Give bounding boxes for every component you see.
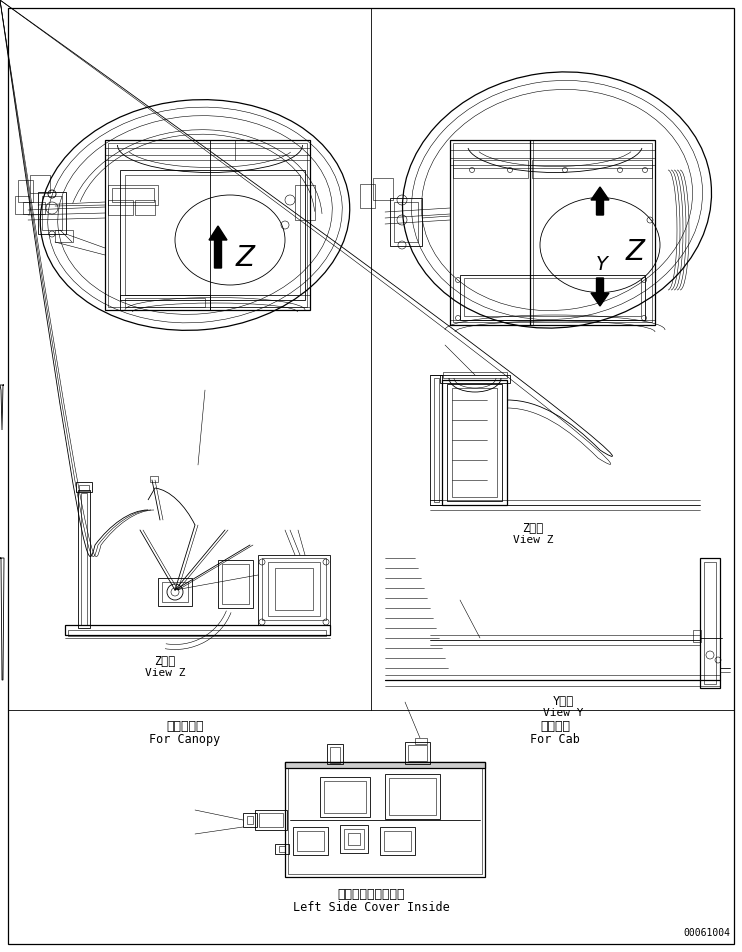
Bar: [434, 378, 439, 502]
Text: Left Side Cover Inside: Left Side Cover Inside: [292, 901, 450, 914]
Bar: [30, 175, 50, 193]
Bar: [464, 278, 641, 316]
Bar: [76, 482, 92, 492]
Bar: [158, 578, 192, 606]
Bar: [279, 846, 285, 852]
Bar: [150, 476, 158, 482]
Text: Z: Z: [626, 238, 645, 266]
Text: 左サイドカバー内側: 左サイドカバー内側: [338, 888, 404, 901]
Bar: [108, 185, 158, 205]
FancyArrow shape: [209, 226, 227, 268]
Bar: [340, 825, 368, 853]
Text: Z: Z: [235, 244, 255, 272]
Bar: [295, 185, 315, 220]
Bar: [380, 827, 415, 855]
Text: For Canopy: For Canopy: [149, 733, 220, 746]
Text: Y: Y: [596, 255, 608, 274]
Bar: [440, 375, 510, 383]
Bar: [120, 170, 305, 300]
Bar: [394, 202, 418, 242]
Bar: [112, 188, 154, 202]
Bar: [330, 747, 340, 763]
Bar: [65, 625, 330, 635]
Bar: [105, 140, 310, 310]
Bar: [78, 490, 90, 628]
Text: View Z: View Z: [513, 535, 554, 545]
Bar: [385, 774, 440, 819]
Bar: [218, 560, 253, 608]
Bar: [390, 198, 422, 246]
Bar: [360, 184, 375, 208]
Bar: [324, 781, 366, 813]
Bar: [258, 555, 330, 625]
Bar: [55, 230, 73, 242]
Bar: [348, 833, 360, 845]
Bar: [320, 777, 370, 817]
Bar: [120, 295, 210, 310]
Bar: [255, 810, 287, 830]
Bar: [452, 388, 497, 497]
Bar: [415, 738, 427, 744]
Bar: [460, 275, 645, 320]
Bar: [297, 831, 324, 851]
Bar: [443, 372, 507, 378]
Bar: [259, 813, 283, 827]
Bar: [704, 562, 716, 684]
Text: キャブ用: キャブ用: [540, 720, 570, 733]
Bar: [15, 196, 29, 214]
Bar: [23, 202, 45, 214]
Text: View Y: View Y: [542, 708, 583, 718]
Bar: [442, 380, 507, 505]
Bar: [453, 160, 528, 178]
Bar: [700, 558, 720, 688]
Bar: [532, 160, 652, 178]
Bar: [285, 762, 485, 877]
Bar: [268, 562, 320, 616]
Text: Z　視: Z 視: [522, 522, 544, 535]
Bar: [405, 742, 430, 764]
Bar: [453, 143, 652, 322]
Bar: [447, 384, 502, 501]
Bar: [247, 816, 253, 824]
Bar: [450, 140, 655, 325]
Bar: [389, 778, 436, 815]
Bar: [79, 485, 89, 491]
FancyArrow shape: [591, 278, 609, 306]
Bar: [285, 762, 485, 768]
Bar: [384, 831, 411, 851]
Bar: [288, 765, 482, 874]
Bar: [275, 844, 289, 854]
Bar: [125, 298, 205, 307]
Bar: [293, 827, 328, 855]
Text: For Cab: For Cab: [530, 733, 580, 746]
Bar: [125, 175, 300, 295]
Text: Y　視: Y 視: [552, 695, 574, 708]
Bar: [81, 493, 87, 625]
Bar: [693, 630, 701, 642]
Bar: [262, 558, 326, 620]
Text: Z　視: Z 視: [154, 655, 176, 668]
Bar: [108, 200, 133, 215]
Bar: [162, 582, 188, 602]
Bar: [275, 568, 313, 610]
Bar: [222, 564, 249, 604]
FancyArrow shape: [591, 187, 609, 215]
Bar: [327, 744, 343, 764]
Bar: [68, 630, 326, 636]
Text: View Z: View Z: [145, 668, 186, 678]
Bar: [430, 375, 442, 505]
Bar: [243, 813, 257, 827]
Text: 00061004: 00061004: [683, 928, 730, 938]
Bar: [135, 200, 155, 215]
Bar: [373, 178, 393, 200]
Bar: [344, 829, 364, 849]
Bar: [38, 192, 66, 234]
Bar: [408, 745, 427, 761]
Text: キャノピ用: キャノピ用: [166, 720, 204, 733]
Bar: [42, 196, 62, 230]
Bar: [18, 180, 33, 202]
Bar: [108, 143, 307, 307]
